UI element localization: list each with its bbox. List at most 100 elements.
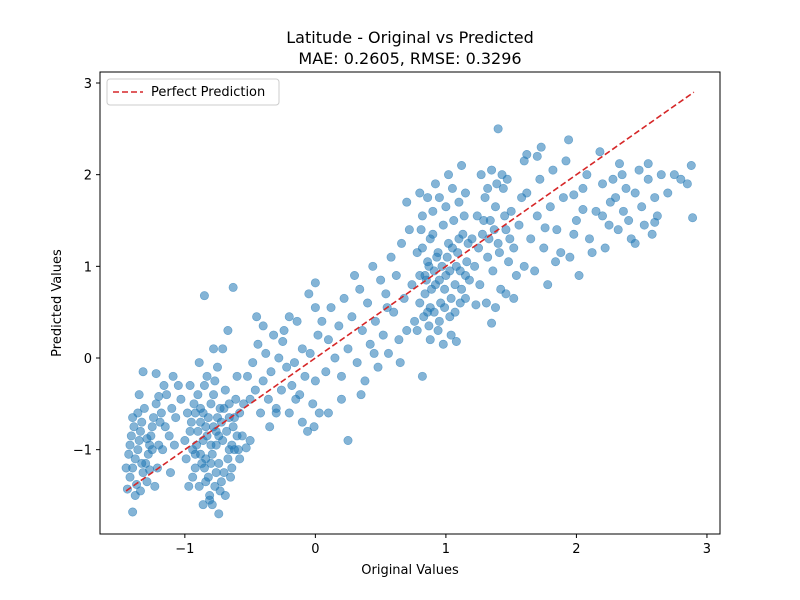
scatter-point [228,282,238,292]
scatter-point [223,325,233,335]
scatter-point [643,174,653,184]
scatter-point [434,316,444,326]
x-tick-label: 0 [311,542,319,557]
scatter-point [402,197,412,207]
scatter-point [459,211,469,221]
scatter-point [420,289,430,299]
scatter-point [261,348,271,358]
scatter-point [186,417,196,427]
scatter-point [164,431,174,441]
scatter-point [429,266,439,276]
scatter-point [256,408,266,418]
scatter-point [189,399,199,409]
scatter-point [598,211,608,221]
scatter-point [343,435,353,445]
scatter-point [446,293,456,303]
scatter-point [196,403,206,413]
scatter-point [440,284,450,294]
scatter-point [637,202,647,212]
scatter-point [321,367,331,377]
scatter-point [271,408,281,418]
scatter-point [419,312,429,322]
scatter-point [167,403,177,413]
scatter-point [624,216,634,226]
scatter-point [134,435,144,445]
scatter-point [276,385,286,395]
scatter-point [686,161,696,171]
scatter-point [173,380,183,390]
scatter-point [222,426,232,436]
scatter-point [462,257,472,267]
scatter-point [209,390,219,400]
scatter-point [199,463,209,473]
scatter-point [434,193,444,203]
scatter-point [300,371,310,381]
scatter-point [539,243,549,253]
scatter-point [433,325,443,335]
scatter-point [509,293,519,303]
scatter-point [457,161,467,171]
scatter-point [479,216,489,226]
scatter-point [417,243,427,253]
scatter-point [317,316,327,326]
scatter-point [688,213,698,223]
scatter-point [198,500,208,510]
scatter-point [284,408,294,418]
scatter-point [248,358,258,368]
scatter-point [600,243,610,253]
scatter-point [434,275,444,285]
scatter-point [190,449,200,459]
scatter-point [274,353,284,363]
y-tick-label: 0 [84,352,92,367]
scatter-point [210,481,220,491]
scatter-point [135,426,145,436]
scatter-point [430,179,440,189]
scatter-point [470,261,480,271]
scatter-point [415,270,425,280]
scatter-point [493,238,503,248]
scatter-point [598,179,608,189]
scatter-point [211,468,221,478]
scatter-points [121,124,698,519]
scatter-point [134,390,144,400]
scatter-point [206,399,216,409]
scatter-point [171,413,181,423]
scatter-point [220,385,230,395]
scatter-point [427,284,437,294]
perfect-prediction-line [125,91,695,492]
scatter-point [605,197,615,207]
scatter-point [424,321,434,331]
scatter-point [291,394,301,404]
scatter-point [142,434,152,444]
scatter-point [425,335,435,345]
y-tick-label: 1 [84,260,92,275]
scatter-point [219,468,229,478]
scatter-point [522,188,532,198]
scatter-point [487,318,497,328]
scatter-point [245,435,255,445]
scatter-point [355,284,365,294]
scatter-point [193,390,203,400]
scatter-point [404,225,414,235]
scatter-point [203,413,213,423]
x-tick-label: 2 [572,542,580,557]
scatter-point [215,403,225,413]
scatter-point [561,156,571,166]
scatter-point [474,243,484,253]
scatter-point [389,307,399,317]
scatter-point [494,248,504,258]
scatter-point [128,507,138,517]
scatter-point [535,174,545,184]
scatter-point [492,179,502,189]
legend-box [106,78,280,106]
scatter-point [578,183,588,193]
scatter-point [231,394,241,404]
scatter-point [360,376,370,386]
scatter-point [410,316,420,326]
scatter-point [336,371,346,381]
scatter-point [158,445,168,455]
scatter-point [229,445,239,455]
scatter-point [416,225,426,235]
scatter-point [445,266,455,276]
scatter-point [190,463,200,473]
